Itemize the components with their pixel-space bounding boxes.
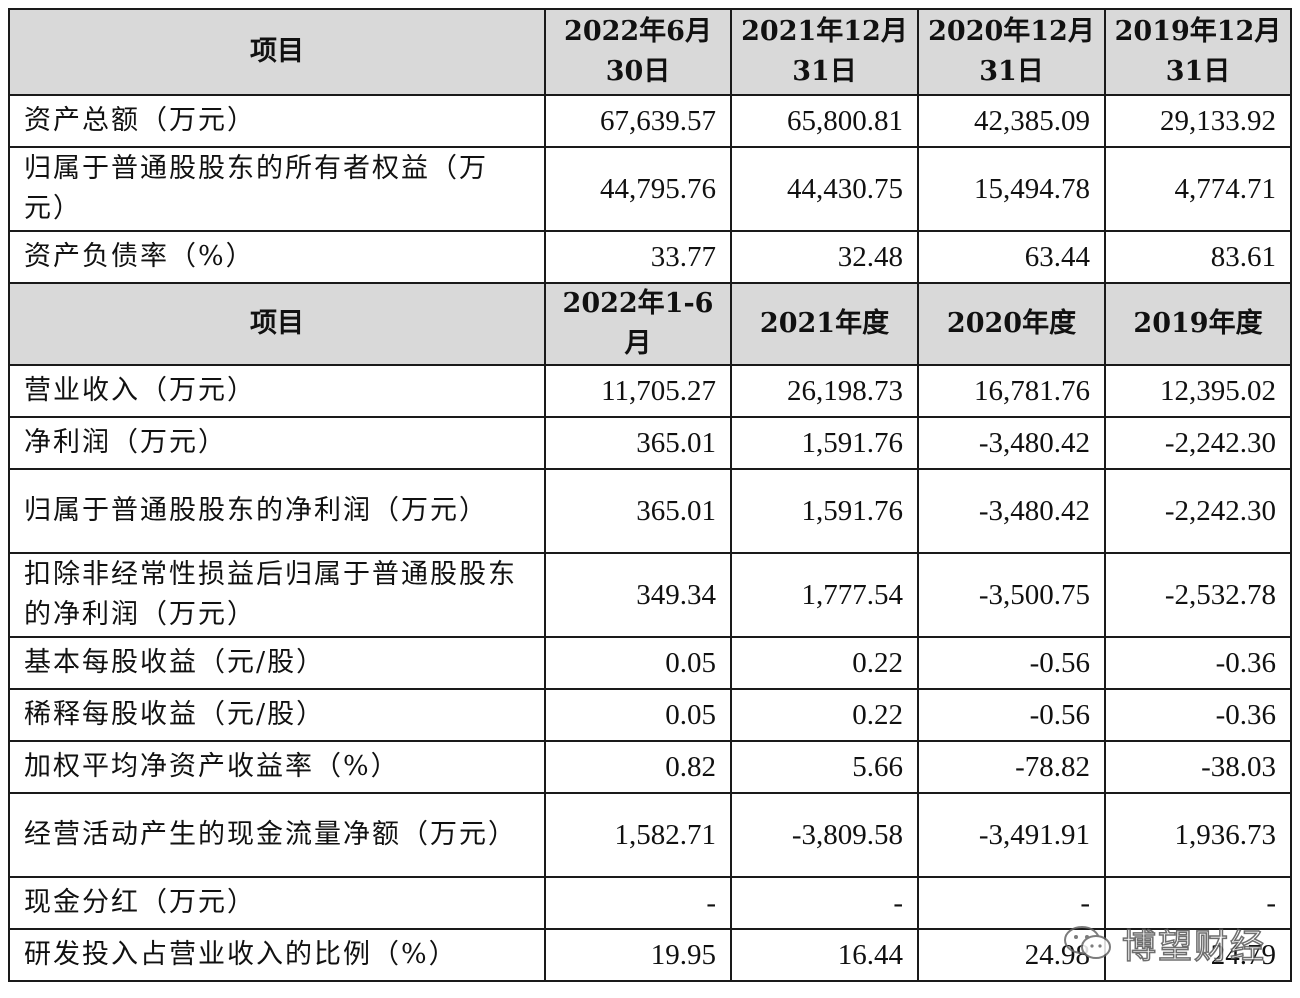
row-label: 净利润（万元） xyxy=(8,416,546,470)
cell-value: 15,494.78 xyxy=(917,146,1106,232)
cell-value: 1,591.76 xyxy=(730,468,919,554)
cell-value: -0.36 xyxy=(1104,688,1292,742)
cell-value: 365.01 xyxy=(544,416,732,470)
cell-value: 1,591.76 xyxy=(730,416,919,470)
header-item: 项目 xyxy=(8,8,546,96)
cell-value: 5.66 xyxy=(730,740,919,794)
table-row: 营业收入（万元） 11,705.27 26,198.73 16,781.76 1… xyxy=(8,364,1292,418)
financial-summary-table: 项目 2022年6月30日 2021年12月31日 2020年12月31日 20… xyxy=(8,8,1292,982)
cell-value: -38.03 xyxy=(1104,740,1292,794)
row-label: 营业收入（万元） xyxy=(8,364,546,418)
cell-value: 1,582.71 xyxy=(544,792,732,878)
row-label: 稀释每股收益（元/股） xyxy=(8,688,546,742)
cell-value: -0.56 xyxy=(917,636,1106,690)
cell-value: 44,430.75 xyxy=(730,146,919,232)
header-period: 2019年12月31日 xyxy=(1104,8,1292,96)
cell-value: 19.95 xyxy=(544,928,732,982)
header-period: 2020年度 xyxy=(917,282,1106,366)
cell-value: -2,532.78 xyxy=(1104,552,1292,638)
table-row: 基本每股收益（元/股） 0.05 0.22 -0.56 -0.36 xyxy=(8,636,1292,690)
cell-value: -0.36 xyxy=(1104,636,1292,690)
cell-value: -3,809.58 xyxy=(730,792,919,878)
row-label: 归属于普通股股东的所有者权益（万元） xyxy=(8,146,546,232)
cell-value: 16,781.76 xyxy=(917,364,1106,418)
table-row: 稀释每股收益（元/股） 0.05 0.22 -0.56 -0.36 xyxy=(8,688,1292,742)
cell-value: 365.01 xyxy=(544,468,732,554)
cell-value: 11,705.27 xyxy=(544,364,732,418)
cell-value: 0.05 xyxy=(544,636,732,690)
table-row: 经营活动产生的现金流量净额（万元） 1,582.71 -3,809.58 -3,… xyxy=(8,792,1292,878)
table-row: 现金分红（万元） - - - - xyxy=(8,876,1292,930)
cell-value: 33.77 xyxy=(544,230,732,284)
table-row: 净利润（万元） 365.01 1,591.76 -3,480.42 -2,242… xyxy=(8,416,1292,470)
cell-value: 26,198.73 xyxy=(730,364,919,418)
cell-value: -78.82 xyxy=(917,740,1106,794)
cell-value: - xyxy=(730,876,919,930)
row-label: 研发投入占营业收入的比例（%） xyxy=(8,928,546,982)
cell-value: 4,774.71 xyxy=(1104,146,1292,232)
cell-value: 67,639.57 xyxy=(544,94,732,148)
row-label: 归属于普通股股东的净利润（万元） xyxy=(8,468,546,554)
cell-value: -3,491.91 xyxy=(917,792,1106,878)
income-header-row: 项目 2022年1-6月 2021年度 2020年度 2019年度 xyxy=(8,282,1292,366)
cell-value: 12,395.02 xyxy=(1104,364,1292,418)
balance-header-row: 项目 2022年6月30日 2021年12月31日 2020年12月31日 20… xyxy=(8,8,1292,96)
table-row: 资产总额（万元） 67,639.57 65,800.81 42,385.09 2… xyxy=(8,94,1292,148)
row-label: 加权平均净资产收益率（%） xyxy=(8,740,546,794)
row-label: 经营活动产生的现金流量净额（万元） xyxy=(8,792,546,878)
cell-value: -3,480.42 xyxy=(917,468,1106,554)
cell-value: -2,242.30 xyxy=(1104,468,1292,554)
table-row: 研发投入占营业收入的比例（%） 19.95 16.44 24.98 24.79 xyxy=(8,928,1292,982)
row-label: 资产负债率（%） xyxy=(8,230,546,284)
table-row: 资产负债率（%） 33.77 32.48 63.44 83.61 xyxy=(8,230,1292,284)
header-item: 项目 xyxy=(8,282,546,366)
cell-value: 24.79 xyxy=(1104,928,1292,982)
cell-value: 0.82 xyxy=(544,740,732,794)
cell-value: 29,133.92 xyxy=(1104,94,1292,148)
cell-value: 44,795.76 xyxy=(544,146,732,232)
header-period: 2019年度 xyxy=(1104,282,1292,366)
cell-value: 1,936.73 xyxy=(1104,792,1292,878)
cell-value: - xyxy=(917,876,1106,930)
header-period: 2021年12月31日 xyxy=(730,8,919,96)
row-label: 扣除非经常性损益后归属于普通股股东的净利润（万元） xyxy=(8,552,546,638)
cell-value: 65,800.81 xyxy=(730,94,919,148)
row-label: 现金分红（万元） xyxy=(8,876,546,930)
cell-value: 0.22 xyxy=(730,636,919,690)
cell-value: 42,385.09 xyxy=(917,94,1106,148)
row-label: 资产总额（万元） xyxy=(8,94,546,148)
cell-value: 0.05 xyxy=(544,688,732,742)
cell-value: -3,480.42 xyxy=(917,416,1106,470)
cell-value: 1,777.54 xyxy=(730,552,919,638)
cell-value: 16.44 xyxy=(730,928,919,982)
cell-value: 349.34 xyxy=(544,552,732,638)
header-period: 2022年1-6月 xyxy=(544,282,732,366)
header-period: 2022年6月30日 xyxy=(544,8,732,96)
header-period: 2020年12月31日 xyxy=(917,8,1106,96)
cell-value: -0.56 xyxy=(917,688,1106,742)
table-row: 归属于普通股股东的净利润（万元） 365.01 1,591.76 -3,480.… xyxy=(8,468,1292,554)
table-row: 扣除非经常性损益后归属于普通股股东的净利润（万元） 349.34 1,777.5… xyxy=(8,552,1292,638)
cell-value: 0.22 xyxy=(730,688,919,742)
cell-value: 32.48 xyxy=(730,230,919,284)
table-row: 加权平均净资产收益率（%） 0.82 5.66 -78.82 -38.03 xyxy=(8,740,1292,794)
header-period: 2021年度 xyxy=(730,282,919,366)
cell-value: 83.61 xyxy=(1104,230,1292,284)
cell-value: - xyxy=(544,876,732,930)
cell-value: -3,500.75 xyxy=(917,552,1106,638)
cell-value: 63.44 xyxy=(917,230,1106,284)
row-label: 基本每股收益（元/股） xyxy=(8,636,546,690)
cell-value: -2,242.30 xyxy=(1104,416,1292,470)
cell-value: - xyxy=(1104,876,1292,930)
cell-value: 24.98 xyxy=(917,928,1106,982)
table-row: 归属于普通股股东的所有者权益（万元） 44,795.76 44,430.75 1… xyxy=(8,146,1292,232)
